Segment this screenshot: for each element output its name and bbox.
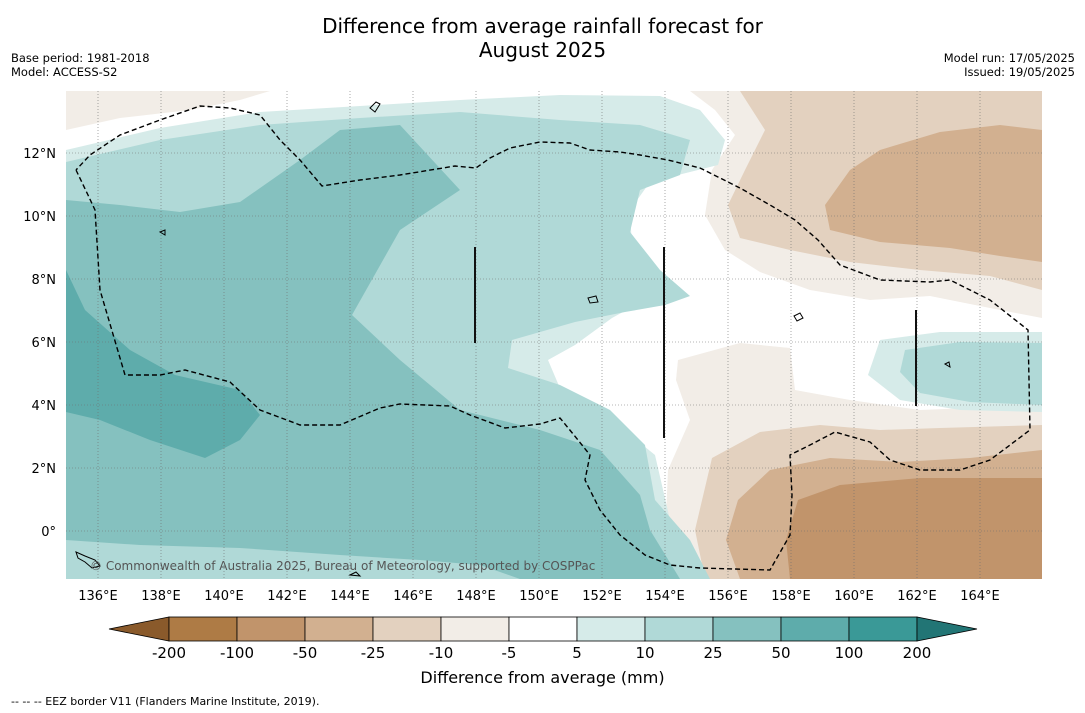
y-tick-label: 2°N	[32, 462, 57, 477]
x-tick-label: 156°E	[708, 589, 748, 604]
legend-swatch	[848, 616, 918, 642]
model-run-label: Model run: 17/05/2025	[943, 51, 1075, 65]
x-tick-label: 164°E	[960, 589, 1000, 604]
legend-swatch	[236, 616, 306, 642]
legend-swatch	[168, 616, 238, 642]
copyright-text: © Commonwealth of Australia 2025, Bureau…	[90, 559, 595, 573]
legend-tick-label: -5	[502, 644, 517, 662]
legend-arrow-wet	[916, 616, 978, 642]
legend-tick-label: -10	[429, 644, 454, 662]
y-tick-label: 0°	[41, 525, 56, 540]
legend-swatch	[576, 616, 646, 642]
x-tick-label: 140°E	[204, 589, 244, 604]
legend-tick-labels: -200 -100 -50 -25 -10 -5 5 10 25 50 100 200	[152, 644, 931, 662]
island-mark-5	[943, 361, 951, 369]
map-plot-area: © Commonwealth of Australia 2025, Bureau…	[66, 91, 1042, 579]
legend-tick-label: 25	[703, 644, 722, 662]
wet-region-10-east-island	[900, 342, 1042, 405]
map-title-line1: Difference from average rainfall forecas…	[322, 14, 763, 38]
legend-tick-label: 50	[771, 644, 790, 662]
legend-swatch	[508, 616, 578, 642]
issued-label: Issued: 19/05/2025	[964, 65, 1075, 79]
legend-arrow-dry	[108, 616, 170, 642]
x-tick-label: 138°E	[141, 589, 181, 604]
legend-tick-label: -50	[293, 644, 318, 662]
x-tick-label: 136°E	[78, 589, 118, 604]
model-label: Model: ACCESS-S2	[11, 65, 118, 79]
island-mark-solomon	[75, 551, 101, 569]
legend-swatch	[644, 616, 714, 642]
legend-tick-label: 10	[635, 644, 654, 662]
x-tick-label: 148°E	[456, 589, 496, 604]
legend-tick-label: 5	[572, 644, 582, 662]
legend-swatch	[304, 616, 374, 642]
legend-title: Difference from average (mm)	[420, 668, 665, 687]
legend-tick-label: -100	[220, 644, 254, 662]
x-tick-label: 152°E	[582, 589, 622, 604]
eez-border-west	[75, 105, 1031, 571]
island-mark-1	[369, 101, 381, 113]
legend-tick-label: -200	[152, 644, 186, 662]
legend-swatch	[780, 616, 850, 642]
island-mark-3	[158, 229, 166, 236]
x-tick-label: 154°E	[645, 589, 685, 604]
wet-region-50	[66, 270, 260, 458]
dry-region-100-southeast	[786, 478, 1042, 579]
base-period-label: Base period: 1981-2018	[11, 51, 150, 65]
y-tick-label: 8°N	[32, 273, 57, 288]
map-title-line2: August 2025	[478, 38, 607, 62]
legend-colorbar	[108, 616, 978, 642]
dry-region-50-east	[825, 125, 1042, 262]
x-tick-label: 150°E	[519, 589, 559, 604]
y-axis-labels: 12°N 10°N 8°N 6°N 4°N 2°N 0°	[23, 147, 56, 540]
y-tick-label: 6°N	[32, 336, 57, 351]
x-axis-labels: 136°E 138°E 140°E 142°E 144°E 146°E 148°E 150°E…	[78, 589, 1000, 604]
island-mark-2	[793, 312, 804, 322]
x-tick-label: 146°E	[393, 589, 433, 604]
y-tick-label: 4°N	[32, 399, 57, 414]
y-tick-label: 10°N	[23, 210, 56, 225]
legend-swatch	[440, 616, 510, 642]
legend-swatch	[712, 616, 782, 642]
wet-region-25	[66, 125, 680, 579]
x-tick-label: 160°E	[834, 589, 874, 604]
model-info: Base period: 1981-2018 Model: ACCESS-S2	[11, 51, 150, 79]
island-mark-4	[587, 295, 599, 304]
x-tick-label: 142°E	[267, 589, 307, 604]
x-tick-label: 162°E	[897, 589, 937, 604]
legend-tick-label: 100	[835, 644, 864, 662]
dry-region-10-nw	[66, 91, 270, 130]
eez-footnote: -- -- -- EEZ border V11 (Flanders Marine…	[11, 695, 320, 708]
x-tick-label: 144°E	[330, 589, 370, 604]
run-info: Model run: 17/05/2025 Issued: 19/05/2025	[944, 51, 1075, 79]
map-title: Difference from average rainfall forecas…	[0, 14, 1085, 62]
island-mark-6	[348, 571, 362, 577]
legend-tick-label: -25	[361, 644, 386, 662]
legend-swatch	[372, 616, 442, 642]
wet-region-5-southwest	[66, 540, 520, 579]
y-tick-label: 12°N	[23, 147, 56, 162]
legend-tick-label: 200	[903, 644, 932, 662]
x-tick-label: 158°E	[771, 589, 811, 604]
